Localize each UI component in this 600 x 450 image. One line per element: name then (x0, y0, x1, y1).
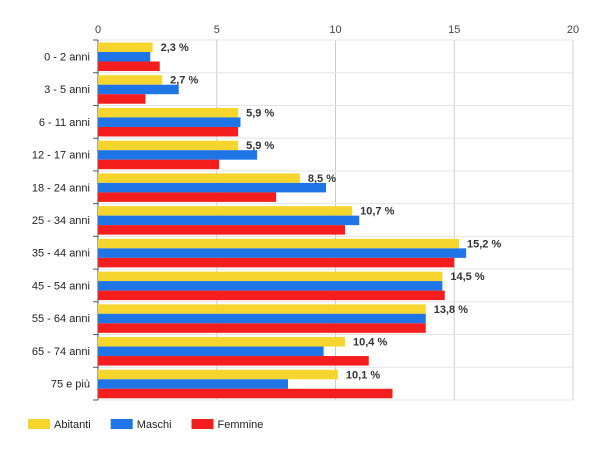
legend-swatch-abitanti (28, 419, 50, 429)
data-label: 5,9 % (246, 140, 274, 152)
bar-femmine (98, 290, 445, 301)
category-label: 18 - 24 anni (32, 182, 90, 194)
bar-femmine (98, 257, 455, 268)
bar-abitanti (98, 173, 300, 183)
category-label: 12 - 17 anni (32, 150, 90, 162)
data-label: 2,3 % (161, 42, 189, 54)
x-tick-label: 0 (95, 24, 101, 36)
legend-label: Abitanti (54, 419, 91, 431)
bar-femmine (98, 323, 426, 333)
bar-abitanti (98, 337, 345, 347)
bar-maschi (98, 379, 288, 389)
bar-femmine (98, 225, 345, 235)
bar-maschi (98, 215, 360, 226)
category-label: 65 - 74 anni (32, 346, 90, 358)
bar-abitanti (98, 369, 338, 380)
data-label: 2,7 % (170, 75, 198, 87)
category-label: 25 - 34 anni (32, 215, 90, 227)
data-label: 13,8 % (434, 304, 468, 316)
bar-abitanti (98, 107, 239, 118)
bar-maschi (98, 117, 241, 127)
bar-femmine (98, 356, 369, 366)
legend-swatch-maschi (110, 419, 133, 429)
bar-abitanti (98, 206, 353, 216)
bar-femmine (98, 61, 160, 71)
data-label: 5,9 % (246, 107, 274, 119)
label-layer: 0 5 10 15 20 0 - 2 anni 2,3 % 3 - 5 anni 2,7 % 6 … (32, 24, 579, 391)
bar-abitanti (98, 42, 153, 52)
data-label: 10,1 % (346, 369, 380, 381)
bar-maschi (98, 281, 443, 291)
data-label: 14,5 % (450, 271, 484, 283)
bar-maschi (98, 313, 426, 324)
category-label: 55 - 64 anni (32, 313, 90, 325)
bar-femmine (98, 192, 277, 202)
data-label: 8,5 % (308, 173, 336, 185)
category-label: 3 - 5 anni (44, 84, 90, 96)
bar-maschi (98, 52, 151, 62)
bar-abitanti (98, 238, 459, 249)
bar-maschi (98, 346, 324, 357)
bar-abitanti (98, 304, 426, 314)
x-tick-label: 10 (329, 24, 341, 36)
legend-swatch-femmine (191, 419, 214, 429)
data-label: 10,4 % (353, 337, 387, 349)
category-label: 45 - 54 anni (32, 280, 90, 292)
data-label: 15,2 % (467, 238, 501, 250)
bar-maschi (98, 248, 467, 258)
bar-femmine (98, 94, 146, 104)
bar-maschi (98, 84, 179, 95)
bar-femmine (98, 388, 393, 399)
bar-maschi (98, 182, 326, 193)
data-label: 10,7 % (360, 206, 394, 218)
category-label: 75 e più (51, 379, 90, 391)
x-tick-label: 20 (567, 24, 579, 36)
category-label: 0 - 2 anni (44, 51, 90, 63)
legend: Abitanti Maschi Femmine (28, 419, 263, 431)
bar-layer (98, 42, 467, 399)
x-tick-label: 5 (214, 24, 220, 36)
bar-femmine (98, 126, 239, 137)
category-label: 6 - 11 anni (39, 117, 90, 129)
legend-label: Femmine (218, 419, 264, 431)
bar-abitanti (98, 140, 239, 151)
legend-label: Maschi (137, 419, 172, 431)
bar-abitanti (98, 271, 443, 282)
bar-maschi (98, 150, 258, 160)
category-label: 35 - 44 anni (32, 248, 90, 260)
x-tick-label: 15 (448, 24, 460, 36)
bar-femmine (98, 159, 220, 170)
bar-abitanti (98, 75, 163, 85)
